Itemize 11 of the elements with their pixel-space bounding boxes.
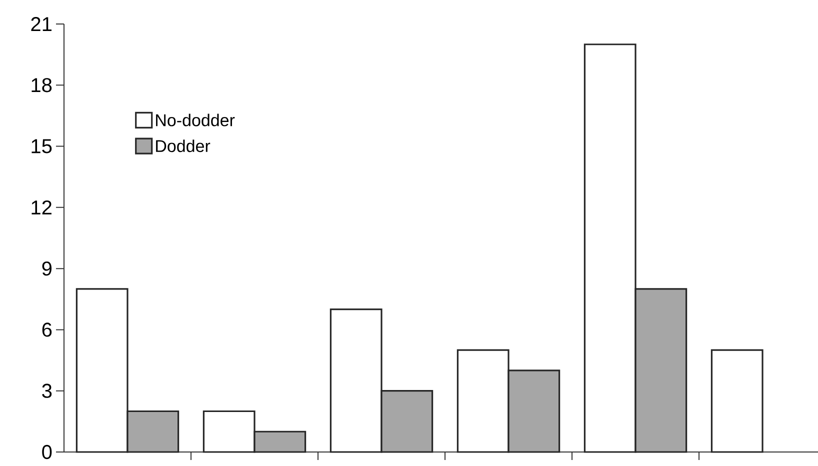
y-tick-label: 12: [32, 200, 52, 214]
y-tick-label: 15: [32, 139, 52, 154]
y-tick-label: 6: [42, 322, 52, 337]
y-tick-label: 21: [31, 17, 52, 31]
legend-label: Dodder: [156, 140, 210, 152]
bar: [710, 349, 764, 453]
y-tick-label: 9: [42, 261, 52, 276]
legend-label: No-dodder: [156, 114, 235, 126]
y-tick-label: 3: [42, 384, 52, 398]
y-tick-label: 0: [42, 444, 52, 460]
y-tick-label: 18: [32, 78, 52, 92]
